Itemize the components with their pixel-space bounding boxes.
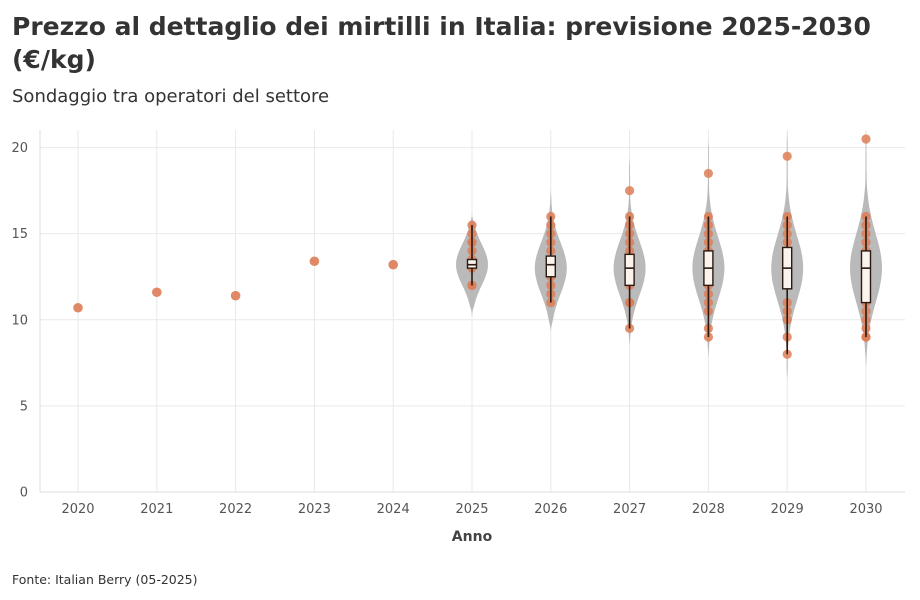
survey-point-2029	[782, 211, 792, 222]
x-tick-label: 2020	[61, 502, 94, 517]
historical-point-2020	[73, 302, 83, 313]
chart-source: Fonte: Italian Berry (05-2025)	[12, 572, 198, 587]
y-tick-label: 5	[20, 399, 28, 414]
survey-point-2027	[625, 211, 635, 222]
chart-title: Prezzo al dettaglio dei mirtilli in Ital…	[12, 12, 871, 74]
y-tick-label: 15	[11, 227, 28, 242]
x-axis-title: Anno	[452, 529, 493, 545]
x-tick-label: 2021	[140, 502, 173, 517]
survey-point-2029	[782, 151, 792, 161]
box-2030	[860, 250, 872, 304]
box-2025	[466, 258, 478, 269]
x-tick-label: 2027	[613, 502, 646, 517]
survey-point-2026	[546, 211, 556, 222]
historical-point-2023	[309, 256, 320, 267]
survey-point-2028	[703, 211, 714, 222]
x-tick-label: 2022	[219, 502, 252, 517]
y-tick-label: 10	[11, 313, 28, 328]
box-2027	[624, 253, 635, 287]
survey-point-2027	[625, 186, 635, 196]
historical-point-2021	[152, 287, 162, 298]
x-tick-label: 2028	[692, 502, 725, 517]
survey-point-2030	[861, 211, 871, 222]
x-tick-label: 2030	[849, 502, 882, 517]
y-tick-label: 20	[11, 141, 28, 156]
x-tick-label: 2025	[455, 502, 488, 517]
survey-point-2028	[703, 168, 714, 179]
x-tick-label: 2026	[534, 502, 567, 517]
historical-point-2024	[388, 259, 399, 270]
chart-subtitle: Sondaggio tra operatori del settore	[12, 86, 330, 107]
x-tick-label: 2023	[298, 502, 331, 517]
box-2026	[545, 255, 556, 278]
historical-point-2022	[230, 290, 241, 301]
survey-point-2030	[861, 134, 871, 144]
y-tick-label: 0	[20, 486, 28, 501]
x-tick-label: 2029	[771, 502, 804, 517]
x-tick-label: 2024	[377, 502, 410, 517]
